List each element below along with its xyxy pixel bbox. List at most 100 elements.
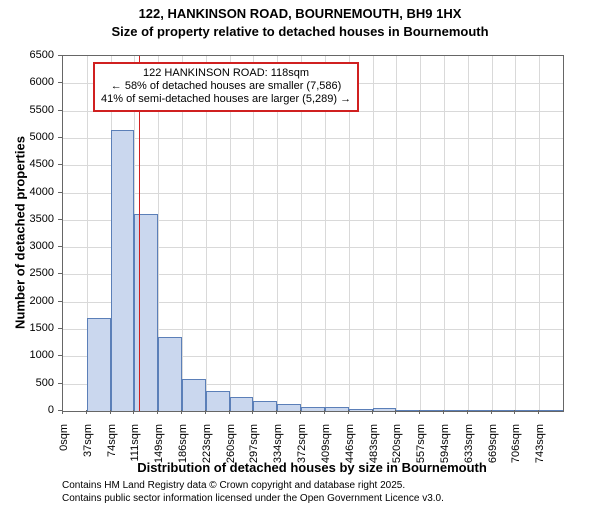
x-tick-label: 669sqm — [487, 424, 499, 474]
chart-container: 122, HANKINSON ROAD, BOURNEMOUTH, BH9 1H… — [0, 0, 600, 500]
x-tick-label: 74sqm — [106, 424, 118, 474]
histogram-bar — [277, 404, 301, 411]
y-tick-mark — [58, 355, 62, 356]
annotation-line: 41% of semi-detached houses are larger (… — [101, 93, 351, 106]
y-tick-mark — [58, 301, 62, 302]
y-tick-mark — [58, 110, 62, 111]
histogram-bar — [349, 409, 373, 411]
chart-title-line1: 122, HANKINSON ROAD, BOURNEMOUTH, BH9 1H… — [0, 6, 600, 21]
y-tick-mark — [58, 55, 62, 56]
plot-area: 122 HANKINSON ROAD: 118sqm← 58% of detac… — [62, 55, 564, 412]
x-tick-label: 149sqm — [153, 424, 165, 474]
x-tick-mark — [348, 410, 349, 414]
footer-line1: Contains HM Land Registry data © Crown c… — [62, 480, 444, 493]
x-tick-mark — [181, 410, 182, 414]
x-tick-label: 594sqm — [439, 424, 451, 474]
histogram-bar — [444, 410, 468, 411]
x-tick-label: 706sqm — [510, 424, 522, 474]
x-tick-label: 446sqm — [344, 424, 356, 474]
x-tick-label: 520sqm — [391, 424, 403, 474]
histogram-bar — [373, 408, 397, 411]
y-tick-mark — [58, 383, 62, 384]
x-tick-mark — [110, 410, 111, 414]
annotation-box: 122 HANKINSON ROAD: 118sqm← 58% of detac… — [93, 62, 359, 112]
histogram-bar — [515, 410, 539, 411]
x-tick-label: 186sqm — [177, 424, 189, 474]
gridline-v — [492, 56, 493, 411]
x-tick-label: 260sqm — [225, 424, 237, 474]
x-tick-mark — [229, 410, 230, 414]
x-tick-mark — [205, 410, 206, 414]
histogram-bar — [87, 318, 111, 411]
y-tick-mark — [58, 192, 62, 193]
x-tick-label: 557sqm — [415, 424, 427, 474]
histogram-bar — [182, 379, 206, 411]
x-tick-mark — [324, 410, 325, 414]
y-tick-mark — [58, 328, 62, 329]
gridline-v — [420, 56, 421, 411]
y-tick-mark — [58, 273, 62, 274]
y-tick-label: 500 — [0, 377, 54, 389]
histogram-bar — [253, 401, 277, 411]
y-tick-label: 6500 — [0, 49, 54, 61]
y-tick-label: 5500 — [0, 104, 54, 116]
x-tick-mark — [514, 410, 515, 414]
x-tick-mark — [133, 410, 134, 414]
x-tick-mark — [252, 410, 253, 414]
x-tick-label: 743sqm — [534, 424, 546, 474]
x-tick-label: 297sqm — [248, 424, 260, 474]
x-tick-mark — [86, 410, 87, 414]
chart-title-line2: Size of property relative to detached ho… — [0, 24, 600, 39]
y-tick-label: 2500 — [0, 267, 54, 279]
histogram-bar — [230, 397, 254, 411]
x-tick-label: 372sqm — [296, 424, 308, 474]
y-tick-label: 4500 — [0, 158, 54, 170]
x-tick-mark — [372, 410, 373, 414]
x-tick-mark — [419, 410, 420, 414]
histogram-bar — [420, 410, 444, 411]
x-tick-label: 111sqm — [129, 424, 141, 474]
x-tick-label: 0sqm — [58, 424, 70, 474]
y-tick-mark — [58, 246, 62, 247]
histogram-bar — [396, 410, 420, 411]
y-tick-mark — [58, 82, 62, 83]
x-tick-mark — [491, 410, 492, 414]
x-tick-label: 223sqm — [201, 424, 213, 474]
footer-text: Contains HM Land Registry data © Crown c… — [62, 480, 444, 505]
gridline-v — [396, 56, 397, 411]
gridline-v — [373, 56, 374, 411]
histogram-bar — [539, 410, 563, 411]
y-tick-label: 1500 — [0, 322, 54, 334]
x-tick-label: 633sqm — [463, 424, 475, 474]
gridline-v — [444, 56, 445, 411]
x-tick-label: 409sqm — [320, 424, 332, 474]
histogram-bar — [206, 391, 230, 411]
x-tick-mark — [467, 410, 468, 414]
y-tick-mark — [58, 137, 62, 138]
y-tick-mark — [58, 219, 62, 220]
annotation-line: 122 HANKINSON ROAD: 118sqm — [101, 67, 351, 80]
gridline-v — [539, 56, 540, 411]
histogram-bar — [492, 410, 516, 411]
x-tick-mark — [276, 410, 277, 414]
y-tick-label: 4000 — [0, 186, 54, 198]
y-tick-label: 1000 — [0, 349, 54, 361]
histogram-bar — [325, 407, 349, 411]
y-tick-label: 2000 — [0, 295, 54, 307]
y-tick-label: 0 — [0, 404, 54, 416]
x-tick-mark — [538, 410, 539, 414]
y-tick-label: 3000 — [0, 240, 54, 252]
y-tick-label: 3500 — [0, 213, 54, 225]
histogram-bar — [301, 407, 325, 411]
y-tick-label: 5000 — [0, 131, 54, 143]
x-tick-mark — [157, 410, 158, 414]
histogram-bar — [158, 337, 182, 411]
footer-line2: Contains public sector information licen… — [62, 493, 444, 505]
x-tick-label: 334sqm — [272, 424, 284, 474]
x-tick-mark — [395, 410, 396, 414]
annotation-line: ← 58% of detached houses are smaller (7,… — [101, 80, 351, 93]
x-tick-label: 483sqm — [368, 424, 380, 474]
gridline-v — [515, 56, 516, 411]
x-tick-mark — [443, 410, 444, 414]
y-tick-label: 6000 — [0, 76, 54, 88]
